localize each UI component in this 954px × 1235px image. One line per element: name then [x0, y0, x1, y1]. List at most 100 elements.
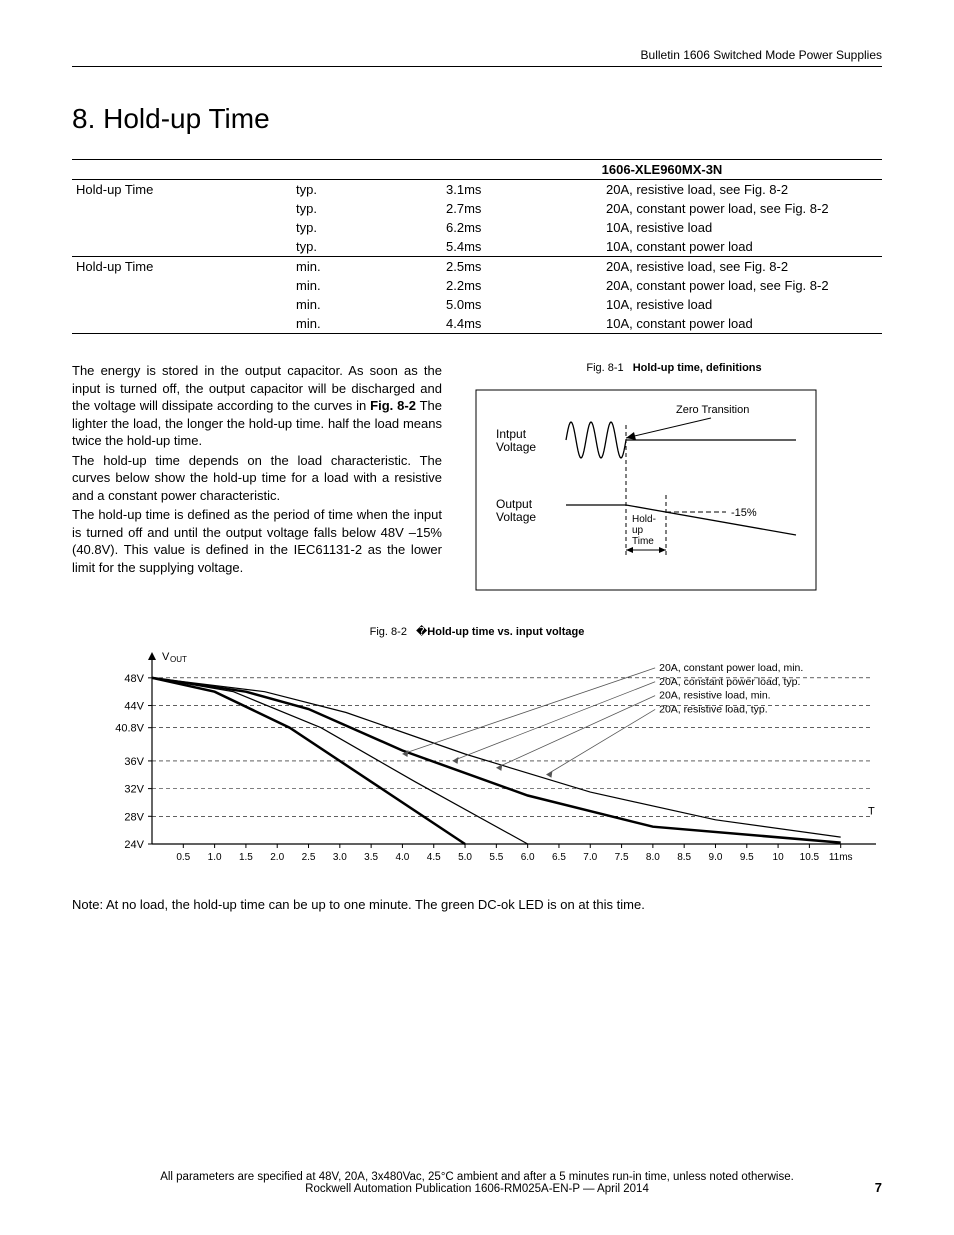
- body-text-block: The energy is stored in the output capac…: [72, 362, 442, 605]
- table-cell-param: [72, 199, 292, 218]
- table-row: typ.5.4ms10A, constant power load: [72, 237, 882, 257]
- table-cell-type: min.: [292, 314, 442, 334]
- svg-text:20A, resistive load, min.: 20A, resistive load, min.: [659, 690, 770, 702]
- svg-text:Zero Transition: Zero Transition: [676, 404, 749, 416]
- table-cell-param: [72, 314, 292, 334]
- page-footer: All parameters are specified at 48V, 20A…: [72, 1171, 882, 1195]
- table-cell-value: 2.7ms: [442, 199, 602, 218]
- table-cell-type: typ.: [292, 237, 442, 257]
- svg-text:10: 10: [773, 852, 785, 863]
- table-row: typ.6.2ms10A, resistive load: [72, 218, 882, 237]
- fig82-label: Fig. 8-2: [370, 626, 407, 638]
- table-header-model: 1606-XLE960MX-3N: [442, 160, 882, 180]
- fig82-chart: VOUTT48V44V40.8V36V32V28V24V0.51.01.52.0…: [72, 644, 882, 874]
- svg-text:4.5: 4.5: [427, 852, 441, 863]
- svg-text:2.5: 2.5: [302, 852, 316, 863]
- svg-text:10.5: 10.5: [800, 852, 820, 863]
- table-cell-cond: 20A, constant power load, see Fig. 8-2: [602, 199, 882, 218]
- svg-text:Voltage: Voltage: [496, 440, 536, 454]
- table-cell-value: 5.0ms: [442, 295, 602, 314]
- svg-text:7.0: 7.0: [583, 852, 597, 863]
- fig81-label: Fig. 8-1: [586, 362, 623, 374]
- svg-text:Hold-: Hold-: [632, 514, 656, 525]
- table-cell-param: Hold-up Time: [72, 180, 292, 200]
- footer-line1: All parameters are specified at 48V, 20A…: [72, 1171, 882, 1183]
- table-row: Hold-up Timemin.2.5ms20A, resistive load…: [72, 257, 882, 277]
- footer-line2: Rockwell Automation Publication 1606-RM0…: [72, 1183, 882, 1195]
- para3: The hold-up time is defined as the perio…: [72, 506, 442, 576]
- table-cell-cond: 20A, resistive load, see Fig. 8-2: [602, 257, 882, 277]
- svg-text:20A, resistive load, typ.: 20A, resistive load, typ.: [659, 703, 768, 715]
- table-row: min.2.2ms20A, constant power load, see F…: [72, 276, 882, 295]
- svg-text:OUT: OUT: [170, 655, 187, 664]
- table-cell-cond: 10A, resistive load: [602, 295, 882, 314]
- table-cell-value: 5.4ms: [442, 237, 602, 257]
- table-cell-value: 4.4ms: [442, 314, 602, 334]
- svg-text:20A, constant power load, min.: 20A, constant power load, min.: [659, 662, 803, 674]
- fig82-title: Hold-up time vs. input voltage: [427, 626, 584, 638]
- svg-text:3.0: 3.0: [333, 852, 347, 863]
- svg-text:24V: 24V: [124, 839, 144, 851]
- table-cell-type: min.: [292, 257, 442, 277]
- svg-text:1.0: 1.0: [208, 852, 222, 863]
- svg-text:0.5: 0.5: [176, 852, 190, 863]
- table-cell-value: 6.2ms: [442, 218, 602, 237]
- svg-text:7.5: 7.5: [615, 852, 629, 863]
- table-cell-cond: 20A, constant power load, see Fig. 8-2: [602, 276, 882, 295]
- table-cell-value: 2.2ms: [442, 276, 602, 295]
- svg-text:-15%: -15%: [731, 507, 757, 519]
- table-cell-cond: 20A, resistive load, see Fig. 8-2: [602, 180, 882, 200]
- svg-text:9.5: 9.5: [740, 852, 754, 863]
- table-cell-type: typ.: [292, 218, 442, 237]
- svg-text:44V: 44V: [124, 701, 144, 713]
- svg-text:11ms: 11ms: [829, 852, 853, 863]
- svg-text:20A, constant power load, typ.: 20A, constant power load, typ.: [659, 676, 800, 688]
- fig82-caption: Fig. 8-2 �Hold-up time vs. input voltage: [72, 625, 882, 638]
- table-row: typ.2.7ms20A, constant power load, see F…: [72, 199, 882, 218]
- svg-text:6.0: 6.0: [521, 852, 535, 863]
- svg-text:36V: 36V: [124, 756, 144, 768]
- table-cell-param: Hold-up Time: [72, 257, 292, 277]
- svg-text:up: up: [632, 525, 644, 536]
- table-row: Hold-up Timetyp.3.1ms20A, resistive load…: [72, 180, 882, 200]
- holdup-table: 1606-XLE960MX-3N Hold-up Timetyp.3.1ms20…: [72, 159, 882, 334]
- table-row: min.5.0ms10A, resistive load: [72, 295, 882, 314]
- svg-text:48V: 48V: [124, 673, 144, 685]
- svg-text:V: V: [162, 651, 170, 663]
- table-cell-type: min.: [292, 295, 442, 314]
- table-cell-value: 2.5ms: [442, 257, 602, 277]
- table-cell-value: 3.1ms: [442, 180, 602, 200]
- svg-text:28V: 28V: [124, 811, 144, 823]
- svg-text:8.5: 8.5: [677, 852, 691, 863]
- svg-text:3.5: 3.5: [364, 852, 378, 863]
- section-heading: 8. Hold-up Time: [72, 103, 882, 135]
- table-cell-type: min.: [292, 276, 442, 295]
- svg-text:4.0: 4.0: [395, 852, 409, 863]
- table-cell-type: typ.: [292, 199, 442, 218]
- svg-text:Voltage: Voltage: [496, 510, 536, 524]
- fig81-caption: Fig. 8-1 Hold-up time, definitions: [466, 362, 882, 374]
- table-cell-cond: 10A, constant power load: [602, 314, 882, 334]
- fig81-diagram: Zero Transition-15%Hold-upTimeIntputVolt…: [466, 380, 826, 600]
- svg-text:6.5: 6.5: [552, 852, 566, 863]
- svg-text:5.0: 5.0: [458, 852, 472, 863]
- para2: The hold-up time depends on the load cha…: [72, 452, 442, 505]
- table-cell-cond: 10A, resistive load: [602, 218, 882, 237]
- table-cell-param: [72, 295, 292, 314]
- svg-text:T: T: [868, 805, 875, 817]
- svg-text:Intput: Intput: [496, 427, 527, 441]
- table-cell-cond: 10A, constant power load: [602, 237, 882, 257]
- page-number: 7: [875, 1180, 882, 1195]
- para1-ref: Fig. 8-2: [370, 398, 416, 413]
- table-header-blank2: [292, 160, 442, 180]
- svg-text:2.0: 2.0: [270, 852, 284, 863]
- table-cell-param: [72, 237, 292, 257]
- svg-text:Time: Time: [632, 536, 654, 547]
- table-cell-param: [72, 218, 292, 237]
- note-text: Note: At no load, the hold-up time can b…: [72, 897, 882, 912]
- table-row: min.4.4ms10A, constant power load: [72, 314, 882, 334]
- svg-text:32V: 32V: [124, 784, 144, 796]
- table-header-blank: [72, 160, 292, 180]
- svg-text:8.0: 8.0: [646, 852, 660, 863]
- svg-text:40.8V: 40.8V: [115, 723, 144, 735]
